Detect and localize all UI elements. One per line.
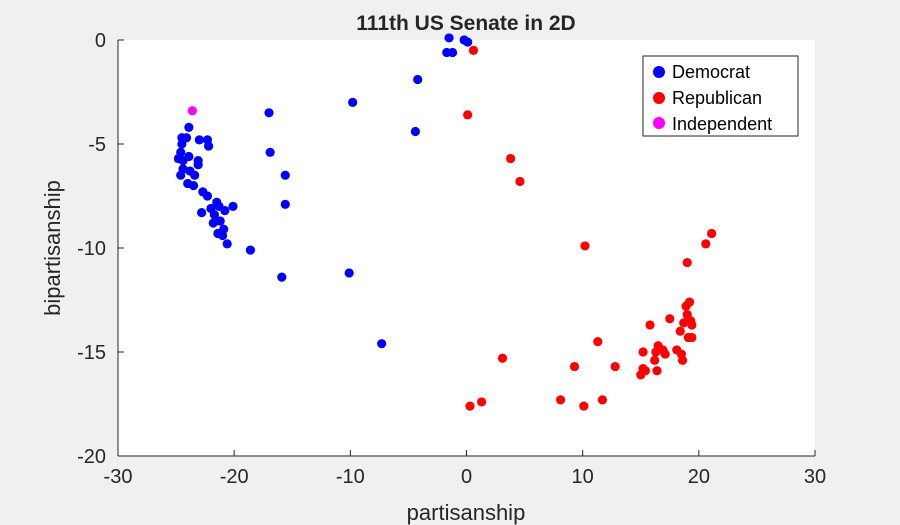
data-point-republican [463,110,473,120]
y-tick-label: -15 [77,342,106,364]
data-point-democrat [193,156,203,166]
data-point-republican [701,239,711,249]
x-tick-label: 30 [804,466,826,488]
data-point-democrat [197,208,207,218]
legend-box [642,55,799,137]
data-point-democrat [215,216,225,226]
legend: Democrat Republican Independent [642,55,799,137]
data-point-republican [665,314,675,324]
data-point-democrat [184,151,194,162]
data-point-republican [675,326,685,336]
data-point-republican [679,318,689,328]
data-points [173,33,717,411]
data-point-democrat [280,170,290,180]
axes: -30 -20 -10 0 10 20 300-5-10-15-20 [77,30,826,488]
data-point-republican [468,45,479,56]
data-point-democrat [228,201,238,211]
data-point-democrat [245,245,256,255]
data-point-republican [638,364,648,374]
data-point-democrat [265,147,275,157]
y-tick-label: -10 [77,238,106,260]
legend-label-republican: Republican [672,88,762,108]
data-point-republican [497,353,508,363]
data-point-democrat [463,37,473,47]
data-point-democrat [213,228,223,239]
data-point-republican [651,347,661,357]
data-point-democrat [377,339,387,349]
x-tick-label: 10 [572,466,594,488]
data-point-republican [610,361,620,372]
data-point-republican [579,401,589,411]
data-point-independent [187,106,197,116]
data-point-democrat [348,97,358,107]
x-axis-label: partisanship [407,500,526,525]
data-point-democrat [208,218,218,228]
y-tick-label: -20 [77,446,106,468]
data-point-democrat [209,210,220,220]
data-point-democrat [184,122,194,132]
data-point-republican [465,401,475,411]
data-point-republican [687,332,697,343]
data-point-democrat [344,268,354,278]
data-point-democrat [410,126,420,137]
legend-label-democrat: Democrat [672,62,750,82]
data-point-democrat [442,47,452,58]
x-tick-label: -10 [336,466,365,488]
x-tick-label: 0 [461,466,472,488]
data-point-democrat [190,170,200,180]
data-point-democrat [413,74,423,85]
data-point-republican [477,397,487,407]
legend-marker-independent [653,117,665,129]
data-point-democrat [222,239,232,249]
data-point-republican [684,297,695,307]
data-point-democrat [176,170,186,180]
data-point-republican [638,347,648,357]
y-tick-label: -5 [88,134,106,156]
data-point-democrat [194,135,204,145]
data-point-republican [569,361,580,372]
data-point-republican [707,228,717,239]
y-tick-label: 0 [95,30,106,52]
x-tick-label: 20 [688,466,710,488]
data-point-democrat [188,181,199,191]
legend-label-independent: Independent [672,114,772,134]
x-tick-label: -20 [220,466,249,488]
data-point-democrat [204,141,214,151]
chart-title: 111th US Senate in 2D [356,12,575,35]
data-point-republican [506,153,516,164]
legend-marker-democrat [653,66,665,78]
data-point-democrat [264,108,274,118]
data-point-republican [593,337,603,347]
data-point-democrat [177,139,187,149]
data-point-republican [555,395,566,405]
data-point-republican [682,257,692,268]
x-tick-label: -30 [104,466,133,488]
data-point-republican [677,355,688,365]
data-point-republican [645,320,655,330]
data-point-democrat [444,33,454,43]
data-point-republican [515,176,525,187]
data-point-republican [650,355,660,365]
data-point-republican [687,320,697,330]
data-point-republican [597,395,608,405]
data-point-republican [652,366,662,376]
data-point-democrat [202,191,213,201]
data-point-republican [658,345,668,355]
data-point-democrat [277,272,287,282]
legend-marker-republican [653,92,665,104]
y-axis-label: bipartisanship [40,180,65,316]
data-point-republican [580,241,590,251]
data-point-democrat [280,199,290,209]
data-point-democrat [220,205,230,216]
